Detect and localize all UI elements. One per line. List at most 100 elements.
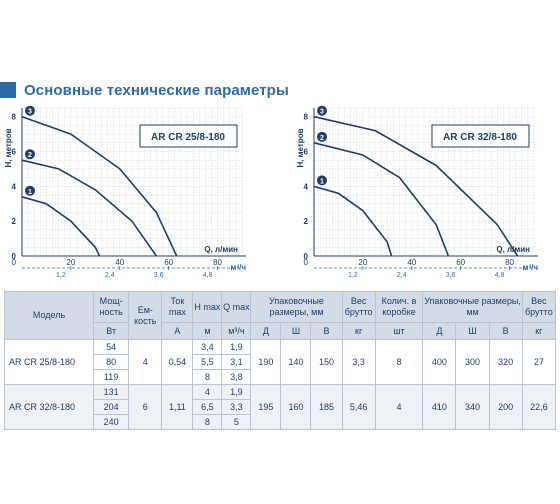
model-label-box: AR CR 32/8-180 xyxy=(431,124,530,148)
cell-power: 131 xyxy=(93,384,130,400)
curve-badge-label: 3 xyxy=(28,109,32,116)
x2-tick: 2,4 xyxy=(397,272,407,279)
x2-tick: 2,4 xyxy=(105,272,115,279)
unit-pack-w: Ш xyxy=(280,322,312,340)
axis-ticks: 0 2 4 6 8 0 20 40 60 80 1,2 2,4 3,6 4,8 xyxy=(304,113,515,279)
col-pack: Упаковочные размеры, мм xyxy=(250,291,343,323)
curve-badges: 1 2 3 xyxy=(25,105,35,196)
cell-pack-h: 150 xyxy=(310,339,343,385)
y-axis-label-text: H, метров xyxy=(4,128,13,167)
cell-qty: 8 xyxy=(374,339,424,385)
curve-badge-label: 2 xyxy=(28,152,32,159)
cell-box-d: 410 xyxy=(422,384,457,430)
cell-gross: 5,46 xyxy=(341,384,376,430)
unit-qty: шт xyxy=(374,322,424,340)
curve-3 xyxy=(313,115,519,257)
model-label: AR CR 32/8-180 xyxy=(443,132,517,143)
unit-box-d: Д xyxy=(422,322,457,340)
cell-pack-d: 195 xyxy=(250,384,282,430)
x2-tick: 3,6 xyxy=(446,272,456,279)
cell-hmax: 3,4 xyxy=(192,339,223,355)
axis-ticks: 0 2 4 6 8 0 20 40 60 80 1,2 2,4 3,6 4,8 xyxy=(12,113,223,279)
table-row: AR CR 25/8-180 54 4 0,54 3,4 1,9 190 140… xyxy=(3,339,557,385)
unit-hmax: м xyxy=(192,322,223,340)
x-tick: 80 xyxy=(505,258,514,267)
table-row: 119 8 3,8 xyxy=(5,369,556,385)
y-tick: 0 xyxy=(304,252,309,261)
curve-badge-1 xyxy=(317,175,327,186)
col-current: Ток max xyxy=(161,291,194,323)
col-hmax: H max xyxy=(192,291,223,323)
x2-tick: 3,6 xyxy=(154,272,164,279)
curves xyxy=(21,115,178,257)
cell-box-w: 340 xyxy=(455,384,490,430)
x2-axis-label: м³/ч xyxy=(523,263,539,272)
table-row: AR CR 32/8-180 131 6 1,11 4 1,9 195 160 … xyxy=(3,384,557,430)
col-qmax: Q max xyxy=(221,291,252,323)
cell-hmax: 5,5 xyxy=(192,354,223,370)
cell-current: 1,11 xyxy=(161,384,194,430)
col-model: Модель xyxy=(3,291,95,340)
cell-qmax: 1,9 xyxy=(221,339,252,355)
cell-power: 240 xyxy=(93,414,130,430)
curve-badge-label: 1 xyxy=(28,189,32,196)
x-axis-label: Q, л/мин xyxy=(204,245,238,254)
cell-current: 0,54 xyxy=(161,339,194,385)
cell-hmax: 8 xyxy=(192,369,223,385)
unit-qmax: м³/ч xyxy=(221,322,252,340)
col-box: Упаковочные размеры, мм xyxy=(422,291,523,323)
x-tick: 0 xyxy=(12,258,17,267)
curve-1 xyxy=(313,185,393,257)
cell-pack-w: 140 xyxy=(280,339,312,385)
pump-curve-chart-1: H, метров 0 2 4 6 8 0 20 40 60 80 1,2 2,… xyxy=(4,105,247,279)
x-tick: 20 xyxy=(66,258,75,267)
title-marker xyxy=(0,82,16,98)
cell-power: 204 xyxy=(93,399,130,415)
unit-power: Вт xyxy=(93,322,130,340)
unit-box-h: В xyxy=(488,322,523,340)
x-tick: 0 xyxy=(304,258,309,267)
table-row: 80 5,5 3,1 xyxy=(5,354,556,370)
curve-badge-2 xyxy=(317,131,327,142)
curve-2 xyxy=(21,159,158,257)
section-title-text: Основные технические параметры xyxy=(24,81,289,99)
cell-box-d: 400 xyxy=(422,339,457,385)
cell-qmax: 5 xyxy=(221,414,252,430)
x-tick: 40 xyxy=(115,258,124,267)
unit-pack-d: Д xyxy=(250,322,282,340)
model-label-box: AR CR 25/8-180 xyxy=(139,124,238,148)
x-tick: 60 xyxy=(456,258,465,267)
cell-box-h: 320 xyxy=(488,339,523,385)
y-tick: 6 xyxy=(12,148,17,157)
y-tick: 0 xyxy=(12,252,17,261)
unit-gross: кг xyxy=(341,322,376,340)
col-qty: Колич. в коробке xyxy=(374,291,424,323)
table-row: 240 8 5 xyxy=(5,414,556,430)
cell-hmax: 8 xyxy=(192,414,223,430)
cell-cap: 6 xyxy=(128,384,163,430)
pump-curve-chart-2: H, метров 0 2 4 6 8 0 20 40 60 80 1,2 2,… xyxy=(296,105,539,279)
y-tick: 8 xyxy=(304,113,309,122)
cell-gross2: 27 xyxy=(521,339,557,385)
col-gross2: Вес брутто xyxy=(521,291,557,323)
curve-badge-label: 1 xyxy=(320,178,324,185)
cell-power: 54 xyxy=(93,339,130,355)
x-tick: 20 xyxy=(358,258,367,267)
unit-box-w: Ш xyxy=(455,322,490,340)
cell-box-h: 200 xyxy=(488,384,523,430)
unit-gross2: кг xyxy=(521,322,557,340)
x2-axis-label: м³/ч xyxy=(231,263,247,272)
table-row: 204 6,5 3,3 xyxy=(5,399,556,415)
section-title: Основные технические параметры xyxy=(0,80,289,100)
y-tick: 4 xyxy=(12,182,17,191)
cell-hmax: 4 xyxy=(192,384,223,400)
cell-power: 119 xyxy=(93,369,130,385)
curve-badge-label: 3 xyxy=(320,109,324,116)
x-tick: 60 xyxy=(164,258,173,267)
curve-2 xyxy=(313,142,450,257)
cell-box-w: 300 xyxy=(455,339,490,385)
curve-3 xyxy=(21,115,178,257)
cell-pack-w: 160 xyxy=(280,384,312,430)
cell-power: 80 xyxy=(93,354,130,370)
y-axis-label-text: H, метров xyxy=(296,128,305,167)
